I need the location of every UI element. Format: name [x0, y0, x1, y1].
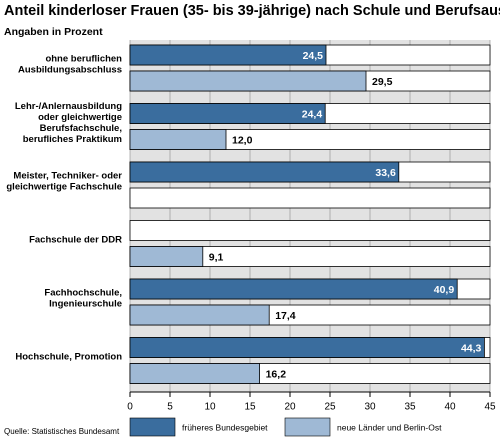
- bar: [129, 278, 458, 300]
- source: Quelle: Statistisches Bundesamt: [4, 427, 120, 436]
- value-label: 24,4: [302, 108, 323, 120]
- value-label: 24,5: [303, 50, 324, 62]
- bar: [129, 337, 485, 358]
- value-label: 29,5: [372, 76, 393, 88]
- bar-slot: [129, 220, 491, 241]
- value-label: 16,2: [266, 368, 287, 380]
- bar-slot: [129, 187, 491, 209]
- value-label: 9,1: [209, 251, 224, 263]
- bar: [129, 161, 400, 183]
- chart-subtitle: Angaben in Prozent: [4, 26, 103, 38]
- value-label: 44,3: [461, 342, 482, 354]
- bar: [129, 44, 327, 66]
- value-label: 12,0: [232, 134, 253, 146]
- x-tick-label: 30: [364, 402, 376, 413]
- legend-swatch: [129, 417, 176, 437]
- category-label: Hochschule, Promotion: [15, 351, 122, 362]
- plot-background: [130, 40, 490, 392]
- x-tick-label: 0: [127, 402, 133, 413]
- x-tick-label: 45: [484, 402, 496, 413]
- legend-label: früheres Bundesgebiet: [182, 422, 268, 432]
- legend-swatch: [284, 417, 331, 437]
- category-label: ohne beruflichen Ausbildungsabschluss: [18, 53, 122, 75]
- category-label: Lehr-/Anlernausbildung oder gleichwertige…: [15, 101, 122, 145]
- category-label: Meister, Techniker- oder gleichwertige Fa…: [6, 170, 122, 192]
- x-tick-label: 40: [444, 402, 456, 413]
- bar: [129, 70, 367, 92]
- x-tick-label: 20: [284, 402, 296, 413]
- legend-label: neue Länder und Berlin-Ost: [337, 422, 442, 432]
- bar: [129, 103, 326, 124]
- category-label: Fachhochschule, Ingenieurschule: [44, 287, 122, 309]
- value-label: 17,4: [275, 310, 296, 322]
- bar: [129, 129, 227, 150]
- bar: [129, 246, 204, 267]
- bar: [129, 304, 270, 326]
- chart-title: Anteil kinderloser Frauen (35- bis 39-jä…: [4, 3, 500, 19]
- x-tick-label: 35: [404, 402, 416, 413]
- x-tick-label: 25: [324, 402, 336, 413]
- value-label: 40,9: [434, 284, 455, 296]
- value-label: 33,6: [375, 167, 396, 179]
- x-tick-label: 10: [204, 402, 216, 413]
- category-label: Fachschule der DDR: [29, 234, 122, 245]
- bar: [129, 363, 261, 384]
- x-tick-label: 5: [167, 402, 173, 413]
- x-tick-label: 15: [244, 402, 256, 413]
